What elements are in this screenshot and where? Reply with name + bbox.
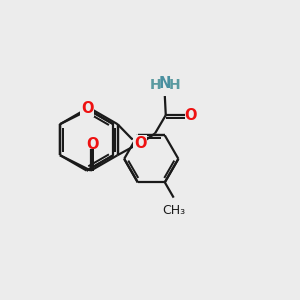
Text: N: N (159, 76, 171, 91)
Text: O: O (81, 101, 94, 116)
Text: O: O (184, 108, 197, 123)
Text: H: H (168, 78, 180, 92)
Text: CH₃: CH₃ (162, 204, 185, 217)
Text: O: O (134, 136, 146, 151)
Text: H: H (150, 78, 161, 92)
Text: O: O (86, 136, 99, 152)
